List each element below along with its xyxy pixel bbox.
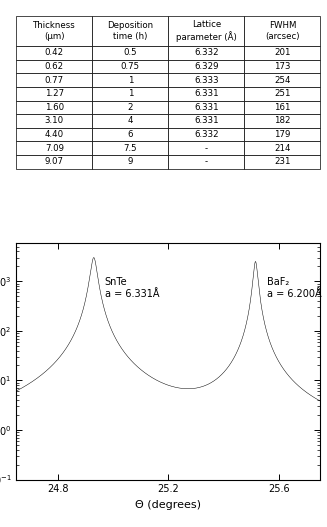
X-axis label: Θ (degrees): Θ (degrees): [135, 500, 201, 510]
Text: BaF₂
a = 6.200Å: BaF₂ a = 6.200Å: [267, 277, 321, 299]
Text: SnTe
a = 6.331Å: SnTe a = 6.331Å: [105, 277, 159, 299]
